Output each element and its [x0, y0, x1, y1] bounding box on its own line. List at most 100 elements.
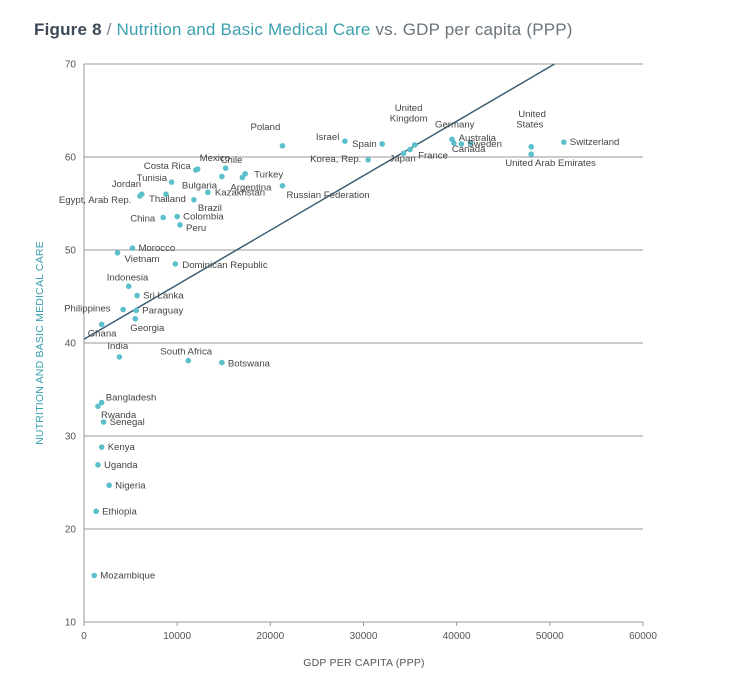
point-uganda: [95, 462, 101, 468]
figure-title-rest: vs. GDP per capita (PPP): [375, 20, 573, 39]
point-vietnam: [114, 249, 121, 256]
point-kazakhstan: [205, 189, 211, 196]
y-tick-label-30: 30: [65, 432, 77, 443]
point-brazil: [191, 196, 197, 203]
point-label-india: India: [107, 341, 128, 352]
point-label-uganda: Uganda: [104, 460, 138, 471]
point-label-brazil: Brazil: [198, 203, 222, 214]
point-label-paraguay: Paraguay: [142, 305, 183, 316]
point-label-vietnam: Vietnam: [125, 254, 160, 265]
x-tick-label-0: 0: [81, 631, 87, 642]
point-kenya: [98, 444, 105, 450]
point-label-poland: Poland: [250, 122, 280, 133]
point-label-morocco: Morocco: [138, 243, 175, 254]
point-label-israel: Israel: [316, 132, 339, 143]
point-label-spain: Spain: [352, 139, 377, 150]
point-bangladesh: [98, 399, 105, 406]
point-sweden: [458, 141, 465, 147]
point-label-russian-federation: Russian Federation: [286, 190, 369, 201]
point-paraguay: [133, 307, 139, 314]
trendline-layer: [83, 63, 555, 340]
point-label-nigeria: Nigeria: [115, 480, 146, 491]
point-label-germany: Germany: [435, 119, 475, 130]
point-label-argentina: Argentina: [230, 182, 272, 193]
point-label-united-arab-emirates: United Arab Emirates: [505, 158, 596, 169]
x-tick-label-20000: 20000: [256, 631, 284, 642]
point-label-kenya: Kenya: [108, 442, 136, 453]
point-label-peru: Peru: [186, 223, 206, 234]
point-south-africa: [185, 357, 192, 364]
point-label-china: China: [130, 213, 156, 224]
x-tick-label-50000: 50000: [536, 631, 564, 642]
gridlines: [84, 63, 643, 530]
x-tick-label-60000: 60000: [629, 631, 657, 642]
point-labels: Poland Israel Spain United Kingdom Germany Aus…: [59, 103, 620, 582]
point-label-georgia: Georgia: [130, 323, 165, 334]
axes: 10 20 30 40 50 60 70 0 10000 20000 30000 40000 50000…: [65, 60, 657, 643]
point-tunisia: [168, 179, 175, 185]
y-tick-label-50: 50: [65, 246, 77, 257]
point-egypt-arab-rep: [137, 193, 143, 199]
point-botswana: [219, 359, 225, 366]
point-label-ghana: Ghana: [88, 328, 117, 339]
point-dominican-republic: [172, 261, 179, 267]
point-label-australia: Australia: [459, 133, 497, 144]
y-tick-label-10: 10: [65, 618, 77, 629]
point-colombia: [174, 213, 180, 220]
x-tick-label-40000: 40000: [443, 631, 471, 642]
point-australia: [467, 140, 474, 146]
point-label-colombia: Colombia: [183, 212, 224, 223]
point-chile: [222, 165, 229, 171]
point-argentina: [239, 174, 246, 181]
point-label-sweden: Sweden: [467, 139, 502, 150]
point-israel: [342, 138, 348, 144]
point-ethiopia: [93, 508, 99, 515]
point-label-mozambique: Mozambique: [100, 571, 155, 582]
point-poland: [279, 143, 286, 149]
point-canada: [451, 140, 457, 146]
y-tick-label-70: 70: [65, 60, 77, 71]
point-sri-lanka: [134, 292, 140, 299]
point-japan: [400, 150, 407, 157]
point-label-kazakhstan: Kazakhstan: [215, 187, 265, 198]
point-label-dominican-republic: Dominican Republic: [182, 260, 268, 271]
point-label-thailand: Thailand: [149, 194, 186, 205]
point-united-kingdom: [411, 142, 418, 148]
point-label-senegal: Senegal: [110, 417, 145, 428]
point-united-states: [528, 143, 534, 150]
point-india: [116, 354, 123, 360]
point-switzerland: [561, 139, 567, 145]
x-tick-label-10000: 10000: [163, 631, 191, 642]
y-tick-label-60: 60: [65, 153, 77, 164]
figure-slash: /: [106, 20, 112, 39]
point-label-japan: Japan: [390, 153, 416, 164]
point-label-philippines: Philippines: [64, 304, 111, 315]
point-rwanda: [95, 403, 101, 410]
figure-title: Figure 8 / Nutrition and Basic Medical C…: [34, 20, 573, 40]
point-ghana: [98, 321, 105, 328]
data-points: [91, 136, 567, 579]
y-axis-label: NUTRITION AND BASIC MEDICAL CARE: [34, 241, 46, 445]
point-label-jordan: Jordan: [112, 179, 141, 190]
point-label-france: France: [418, 151, 448, 162]
point-label-united-kingdom: United Kingdom: [390, 103, 428, 125]
point-label-rwanda: Rwanda: [101, 410, 137, 421]
point-france: [407, 146, 413, 153]
point-label-tunisia: Tunisia: [137, 173, 168, 184]
point-spain: [379, 141, 385, 147]
point-label-egypt-arab-rep: Egypt, Arab Rep.: [59, 195, 132, 206]
point-label-korea-rep: Korea, Rep.: [310, 154, 361, 165]
point-philippines: [120, 306, 126, 313]
point-label-chile: Chile: [221, 155, 243, 166]
point-label-indonesia: Indonesia: [107, 272, 149, 283]
trendline: [83, 63, 555, 340]
y-tick-label-20: 20: [65, 525, 77, 536]
point-united-arab-emirates: [528, 151, 534, 158]
figure-number: Figure 8: [34, 20, 102, 39]
point-thailand: [163, 191, 169, 197]
point-label-ethiopia: Ethiopia: [102, 506, 137, 517]
point-mozambique: [91, 572, 98, 579]
point-indonesia: [125, 283, 132, 290]
point-russian-federation: [279, 183, 286, 189]
